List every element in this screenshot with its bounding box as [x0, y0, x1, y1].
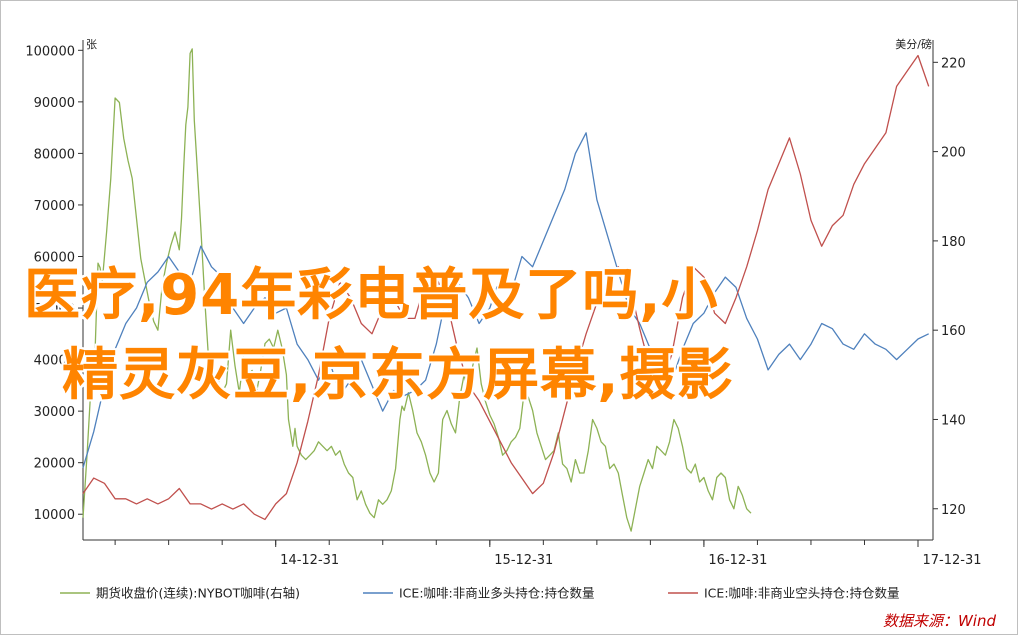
left-tick-label: 90000: [34, 96, 75, 111]
left-tick-label: 10000: [34, 508, 75, 523]
right-tick-label: 120: [941, 503, 966, 518]
left-axis-unit: 张: [86, 38, 97, 51]
left-tick-label: 100000: [25, 44, 75, 59]
left-tick-label: 50000: [34, 302, 75, 317]
legend-label-1: 期货收盘价(连续):NYBOT咖啡(右轴): [96, 586, 300, 601]
right-tick-label: 200: [941, 146, 966, 161]
overlay-title-line-1: 医疗,94年彩电普及了吗,小: [24, 263, 719, 328]
series-line-3: [82, 54, 930, 521]
overlay-title-line-2: 精灵灰豆,京东方屏幕,摄影: [62, 343, 734, 408]
x-tick-label: 14-12-31: [280, 553, 339, 568]
right-tick-label: 160: [941, 324, 966, 339]
left-tick-label: 70000: [34, 199, 75, 214]
legend-label-2: ICE:咖啡:非商业多头持仓:持仓数量: [399, 586, 594, 601]
axes: 10000 20000 30000 40000 50000 60000 70000 80000…: [25, 40, 982, 568]
plot-lines: [82, 48, 930, 532]
series-line-2: [82, 132, 929, 468]
x-tick-label: 15-12-31: [494, 553, 553, 568]
left-tick-label: 80000: [34, 147, 75, 162]
right-axis-unit: 美分/磅: [895, 37, 932, 51]
right-tick-label: 140: [941, 413, 966, 428]
left-tick-label: 20000: [34, 457, 75, 472]
x-tick-label: 16-12-31: [708, 553, 767, 568]
left-tick-label: 40000: [34, 354, 75, 369]
left-tick-label: 30000: [34, 405, 75, 420]
series-line-1: [82, 48, 752, 532]
left-tick-label: 60000: [34, 250, 75, 265]
x-tick-label: 17-12-31: [923, 553, 982, 568]
legend: 期货收盘价(连续):NYBOT咖啡(右轴) ICE:咖啡:非商业多头持仓:持仓数量…: [60, 586, 899, 601]
source-note: 数据来源：Wind: [882, 612, 996, 630]
right-tick-label: 220: [941, 56, 966, 71]
right-tick-label: 180: [941, 235, 966, 250]
legend-label-3: ICE:咖啡:非商业空头持仓:持仓数量: [704, 586, 899, 601]
